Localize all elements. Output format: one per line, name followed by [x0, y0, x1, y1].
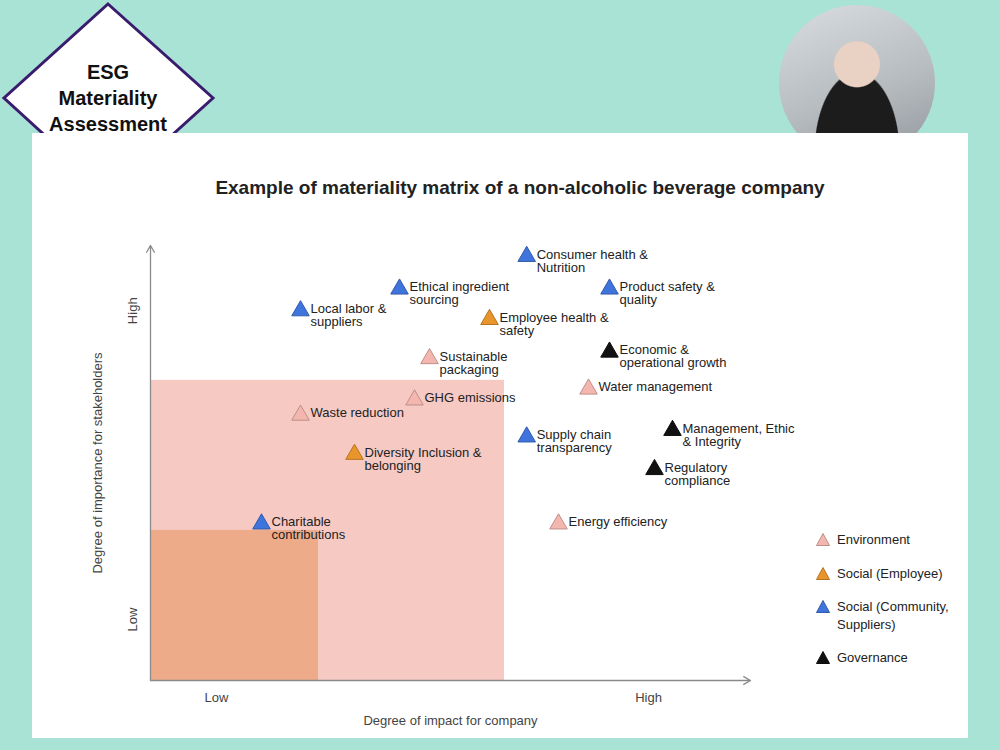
svg-text:Degree of impact for company: Degree of impact for company	[363, 713, 538, 728]
svg-text:Product safety &quality: Product safety &quality	[620, 279, 716, 307]
svg-text:Diversity Inclusion &belonging: Diversity Inclusion &belonging	[365, 445, 482, 473]
svg-text:Charitablecontributions: Charitablecontributions	[272, 514, 346, 542]
svg-text:GHG emissions: GHG emissions	[425, 390, 517, 405]
html-text:Social (Community, Suppliers): Social (Community, Suppliers)	[837, 599, 949, 632]
html-text:Governance: Governance	[837, 650, 908, 666]
svg-text:Consumer health &Nutrition: Consumer health &Nutrition	[537, 247, 649, 275]
svg-text:Degree of importance for stake: Degree of importance for stakeholders	[90, 352, 105, 574]
svg-text:High: High	[635, 690, 662, 705]
svg-text:Supply chaintransparency: Supply chaintransparency	[537, 427, 613, 455]
svg-text:Low: Low	[205, 690, 229, 705]
svg-text:Employee health &safety: Employee health &safety	[500, 310, 609, 338]
html-text:Social (Employee): Social (Employee)	[837, 565, 943, 581]
svg-text:Low: Low	[125, 607, 140, 631]
svg-text:Water management: Water management	[599, 379, 713, 394]
svg-text:Energy efficiency: Energy efficiency	[569, 514, 668, 529]
svg-text:Economic &operational growth: Economic &operational growth	[620, 342, 727, 370]
svg-text:Waste reduction: Waste reduction	[311, 405, 404, 420]
html-text:ESG Materiality Assessment: ESG Materiality Assessment	[49, 61, 167, 135]
svg-text:Regulatorycompliance: Regulatorycompliance	[665, 460, 731, 488]
svg-text:Local labor &suppliers: Local labor &suppliers	[311, 301, 387, 329]
html-text:Example of materiality matrix: Example of materiality matrix of a non-a…	[215, 177, 825, 198]
svg-text:High: High	[125, 297, 140, 324]
svg-text:Ethical ingredientsourcing: Ethical ingredientsourcing	[410, 279, 510, 307]
html-text:Environment: Environment	[837, 532, 910, 547]
svg-text:Management, Ethic& Integrity: Management, Ethic& Integrity	[683, 421, 796, 449]
svg-text:Sustainablepackaging: Sustainablepackaging	[440, 349, 508, 377]
